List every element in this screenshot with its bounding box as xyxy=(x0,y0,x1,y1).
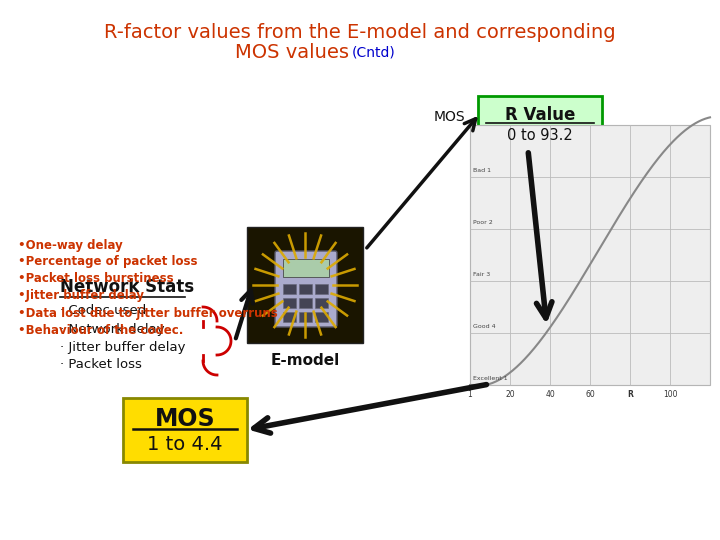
FancyBboxPatch shape xyxy=(247,227,363,343)
Text: R: R xyxy=(627,390,633,399)
Text: MOS: MOS xyxy=(155,407,215,431)
Text: 1 to 4.4: 1 to 4.4 xyxy=(148,435,222,455)
Text: · Codec used: · Codec used xyxy=(60,305,146,318)
Text: Bad 1: Bad 1 xyxy=(473,168,491,173)
Text: Fair 3: Fair 3 xyxy=(473,272,490,277)
FancyBboxPatch shape xyxy=(282,312,295,321)
Text: Poor 2: Poor 2 xyxy=(473,220,492,225)
FancyBboxPatch shape xyxy=(275,251,337,327)
Text: •One-way delay: •One-way delay xyxy=(18,239,122,252)
Text: •Percentage of packet loss: •Percentage of packet loss xyxy=(18,255,197,268)
FancyBboxPatch shape xyxy=(283,259,329,277)
Text: R Value: R Value xyxy=(505,106,575,124)
FancyBboxPatch shape xyxy=(299,312,312,321)
FancyBboxPatch shape xyxy=(299,284,312,294)
Text: MOS: MOS xyxy=(433,110,465,124)
FancyBboxPatch shape xyxy=(299,298,312,307)
Text: · Packet loss: · Packet loss xyxy=(60,359,142,372)
FancyBboxPatch shape xyxy=(470,125,710,385)
Text: E-model: E-model xyxy=(271,353,340,368)
FancyBboxPatch shape xyxy=(282,284,295,294)
Text: Good 4: Good 4 xyxy=(473,324,495,329)
Text: 20: 20 xyxy=(505,390,515,399)
Text: •Jitter buffer delay: •Jitter buffer delay xyxy=(18,289,144,302)
Text: •Packet loss burstiness: •Packet loss burstiness xyxy=(18,273,174,286)
FancyBboxPatch shape xyxy=(478,96,602,152)
Text: •Data lost due to jitter buffer overruns: •Data lost due to jitter buffer overruns xyxy=(18,307,278,320)
Text: 0 to 93.2: 0 to 93.2 xyxy=(507,128,573,143)
FancyBboxPatch shape xyxy=(123,398,247,462)
FancyBboxPatch shape xyxy=(315,298,328,307)
Text: •Behaviour of the codec.: •Behaviour of the codec. xyxy=(18,323,184,336)
Text: (Cntd): (Cntd) xyxy=(352,45,396,59)
Text: R-factor values from the E-model and corresponding: R-factor values from the E-model and cor… xyxy=(104,23,616,42)
Text: Excellent 1: Excellent 1 xyxy=(473,376,508,381)
Text: 60: 60 xyxy=(585,390,595,399)
FancyBboxPatch shape xyxy=(282,298,295,307)
Text: Network Stats: Network Stats xyxy=(60,278,194,296)
Text: 100: 100 xyxy=(662,390,678,399)
Text: · Jitter buffer delay: · Jitter buffer delay xyxy=(60,341,186,354)
Text: 40: 40 xyxy=(545,390,555,399)
FancyBboxPatch shape xyxy=(315,284,328,294)
Text: MOS values: MOS values xyxy=(235,43,355,62)
Text: 1: 1 xyxy=(467,390,472,399)
FancyBboxPatch shape xyxy=(315,312,328,321)
Text: · Network delay: · Network delay xyxy=(60,322,165,335)
